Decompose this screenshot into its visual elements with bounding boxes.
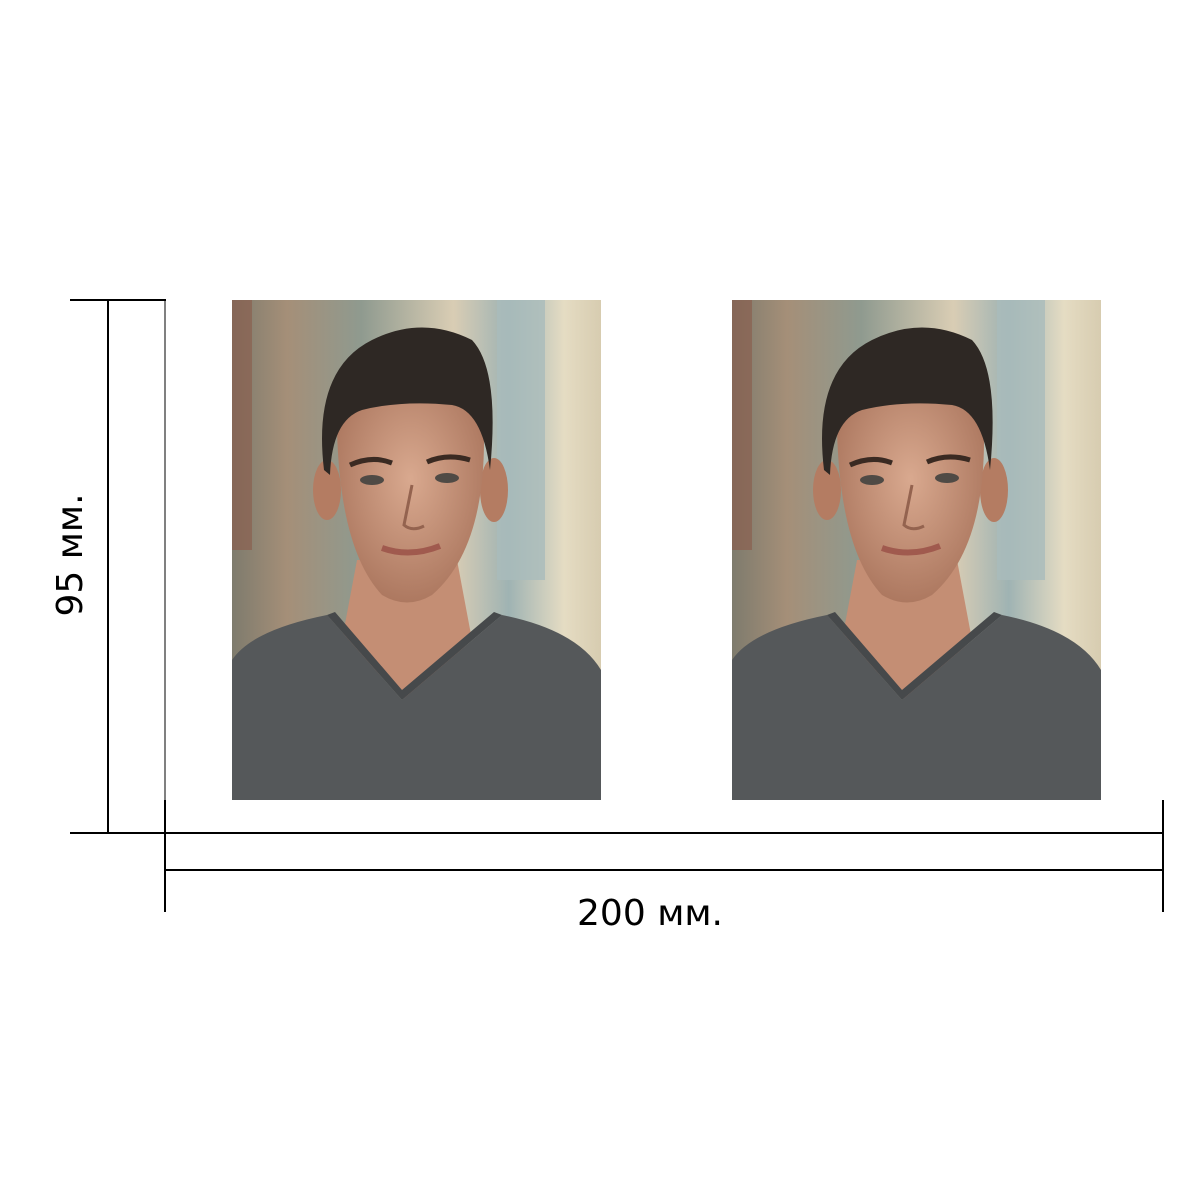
photo (732, 300, 1101, 800)
photo (232, 300, 601, 800)
height-label: 95 мм. (50, 493, 91, 616)
width-label: 200 мм. (577, 893, 723, 934)
